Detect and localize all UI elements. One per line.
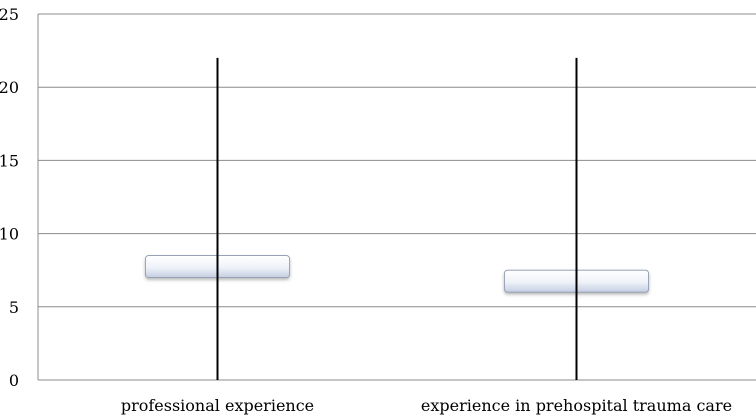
gridlines (38, 13, 756, 381)
category-labels: professional experience experience in pre… (121, 396, 732, 415)
y-axis: 0 5 10 15 20 25 (0, 5, 39, 390)
y-tick-label-15: 15 (0, 151, 19, 170)
y-tick-label-0: 0 (9, 371, 19, 390)
y-tick-label-10: 10 (0, 225, 19, 244)
box-marks (145, 57, 649, 380)
y-tick-label-25: 25 (0, 5, 19, 24)
category-label-0: professional experience (121, 396, 314, 415)
y-tick-label-5: 5 (9, 298, 19, 317)
category-label-1: experience in prehospital trauma care (421, 396, 732, 415)
y-tick-label-20: 20 (0, 78, 19, 97)
